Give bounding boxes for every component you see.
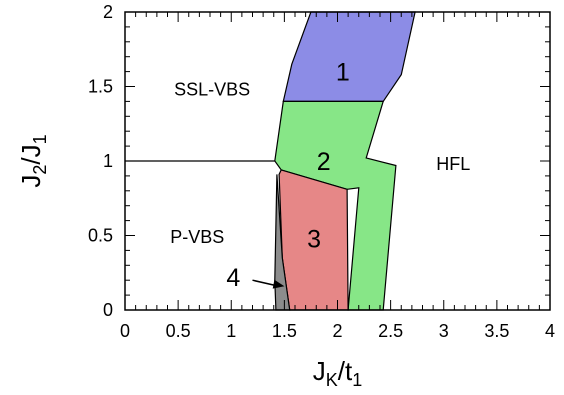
y-tick-label: 0.5 [88, 226, 113, 246]
region-4-arrowhead [272, 279, 285, 289]
x-tick-label: 2 [332, 321, 342, 341]
x-axis-title: JK/t1 [313, 356, 362, 390]
x-tick-label: 0.5 [166, 321, 191, 341]
phase-label-ssl-vbs: SSL-VBS [174, 79, 250, 99]
ticks-layer [124, 11, 551, 311]
x-tick-label: 3.5 [484, 321, 509, 341]
y-tick-label: 0 [103, 300, 113, 320]
region-2-label: 2 [317, 148, 331, 176]
regions-layer [274, 11, 416, 311]
phase-label-p-vbs: P-VBS [170, 227, 224, 247]
x-tick-label: 0 [120, 321, 130, 341]
y-tick-label: 2 [103, 2, 113, 22]
x-tick-label: 4 [545, 321, 555, 341]
region-1-label: 1 [336, 59, 350, 87]
y-axis-title: J2/J1 [16, 134, 50, 187]
x-tick-label: 2.5 [378, 321, 403, 341]
x-tick-label: 1 [226, 321, 236, 341]
region-3-label: 3 [307, 225, 321, 253]
x-tick-label: 1.5 [272, 321, 297, 341]
labels-layer: 0 0.5 1 1.5 2 2.5 3 3.5 4 0 0.5 1 1.5 2 SSL-VBS P-VBS HF… [88, 2, 555, 341]
phase-label-hfl: HFL [436, 154, 470, 174]
y-tick-label: 1.5 [88, 77, 113, 97]
region-4-label: 4 [226, 264, 240, 292]
lines-layer [125, 160, 285, 289]
x-tick-label: 3 [439, 321, 449, 341]
y-tick-label: 1 [103, 151, 113, 171]
